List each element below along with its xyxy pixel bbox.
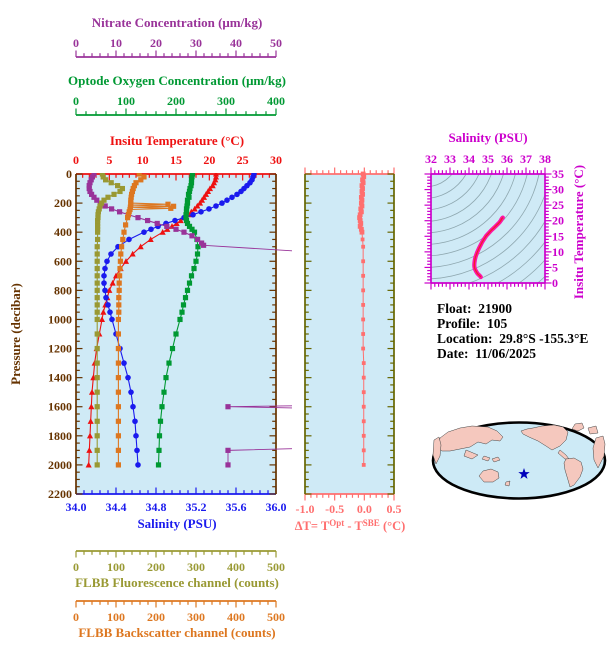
svg-text:35: 35 bbox=[552, 167, 564, 181]
ts-salinity-axis-title: Salinity (PSU) bbox=[448, 130, 528, 145]
svg-text:15: 15 bbox=[170, 153, 182, 167]
svg-text:30: 30 bbox=[552, 183, 564, 197]
backscatter-axis-title: FLBB Backscatter channel (counts) bbox=[78, 625, 276, 640]
svg-text:300: 300 bbox=[187, 610, 205, 624]
svg-text:0: 0 bbox=[73, 610, 79, 624]
svg-text:25: 25 bbox=[237, 153, 249, 167]
fluorescence-axis-title: FLBB Fluorescence channel (counts) bbox=[75, 575, 279, 590]
svg-text:10: 10 bbox=[137, 153, 149, 167]
svg-text:37: 37 bbox=[520, 152, 532, 166]
svg-text:800: 800 bbox=[54, 283, 72, 297]
svg-text:35.2: 35.2 bbox=[186, 500, 207, 514]
svg-text:1600: 1600 bbox=[48, 400, 72, 414]
svg-text:1000: 1000 bbox=[48, 312, 72, 326]
oxygen-axis-title: Optode Oxygen Concentration (μm/kg) bbox=[68, 73, 286, 88]
svg-text:2000: 2000 bbox=[48, 458, 72, 472]
svg-text:200: 200 bbox=[147, 560, 165, 574]
svg-text:0: 0 bbox=[73, 36, 79, 50]
delta-t-axis-title: ΔT= TOpt - TSBE (°C) bbox=[277, 518, 423, 534]
svg-text:40: 40 bbox=[230, 36, 242, 50]
svg-text:1800: 1800 bbox=[48, 429, 72, 443]
svg-text:300: 300 bbox=[187, 560, 205, 574]
svg-text:34.4: 34.4 bbox=[106, 500, 127, 514]
delta-t-title-part: ΔT= T bbox=[294, 519, 330, 533]
svg-text:20: 20 bbox=[150, 36, 162, 50]
svg-text:32: 32 bbox=[425, 152, 437, 166]
svg-text:0.5: 0.5 bbox=[387, 502, 402, 516]
svg-text:1200: 1200 bbox=[48, 342, 72, 356]
svg-text:600: 600 bbox=[54, 254, 72, 268]
world-map bbox=[431, 421, 607, 500]
salinity-axis-title: Salinity (PSU) bbox=[137, 516, 217, 531]
svg-text:34: 34 bbox=[463, 152, 475, 166]
svg-text:500: 500 bbox=[267, 560, 285, 574]
delta-t-title-sup-sbe: SBE bbox=[362, 518, 380, 528]
svg-text:34.8: 34.8 bbox=[146, 500, 167, 514]
svg-text:34.0: 34.0 bbox=[66, 500, 87, 514]
delta-t-title-sup-opt: Opt bbox=[329, 518, 345, 528]
svg-text:35: 35 bbox=[482, 152, 494, 166]
float-position-star bbox=[518, 468, 530, 479]
nitrate-axis-title: Nitrate Concentration (μm/kg) bbox=[91, 15, 263, 30]
svg-text:200: 200 bbox=[167, 94, 185, 108]
svg-text:50: 50 bbox=[270, 36, 282, 50]
svg-text:2200: 2200 bbox=[48, 487, 72, 501]
svg-text:0: 0 bbox=[73, 560, 79, 574]
svg-text:25: 25 bbox=[552, 198, 564, 212]
svg-text:5: 5 bbox=[106, 153, 112, 167]
svg-text:30: 30 bbox=[190, 36, 202, 50]
svg-text:35.6: 35.6 bbox=[226, 500, 247, 514]
svg-text:1400: 1400 bbox=[48, 371, 72, 385]
svg-text:10: 10 bbox=[110, 36, 122, 50]
svg-text:400: 400 bbox=[54, 225, 72, 239]
svg-text:20: 20 bbox=[203, 153, 215, 167]
svg-text:5: 5 bbox=[552, 260, 558, 274]
svg-text:33: 33 bbox=[444, 152, 456, 166]
svg-text:0.0: 0.0 bbox=[357, 502, 372, 516]
svg-text:100: 100 bbox=[107, 560, 125, 574]
svg-text:400: 400 bbox=[227, 560, 245, 574]
svg-text:30: 30 bbox=[270, 153, 282, 167]
svg-text:400: 400 bbox=[267, 94, 285, 108]
ts-temperature-axis-title: Insitu Temperature (°C) bbox=[571, 164, 586, 300]
svg-text:15: 15 bbox=[552, 229, 564, 243]
svg-text:0: 0 bbox=[73, 153, 79, 167]
svg-text:36: 36 bbox=[501, 152, 513, 166]
float-info: Float: 21900 Profile: 105 Location: 29.8… bbox=[437, 301, 588, 361]
svg-text:0: 0 bbox=[66, 167, 72, 181]
svg-text:500: 500 bbox=[267, 610, 285, 624]
pressure-axis-title: Pressure (decibar) bbox=[8, 283, 23, 385]
svg-text:400: 400 bbox=[227, 610, 245, 624]
profile-number: Profile: 105 bbox=[437, 316, 508, 331]
temperature-axis-title: Insitu Temperature (°C) bbox=[109, 133, 245, 148]
delta-t-title-part: (°C) bbox=[379, 519, 406, 533]
svg-text:200: 200 bbox=[147, 610, 165, 624]
svg-text:-0.5: -0.5 bbox=[325, 502, 344, 516]
svg-text:100: 100 bbox=[117, 94, 135, 108]
svg-text:20: 20 bbox=[552, 214, 564, 228]
svg-text:0: 0 bbox=[73, 94, 79, 108]
svg-text:38: 38 bbox=[539, 152, 551, 166]
svg-text:0: 0 bbox=[552, 276, 558, 290]
profile-date: Date: 11/06/2025 bbox=[437, 346, 536, 361]
svg-text:100: 100 bbox=[107, 610, 125, 624]
svg-text:36.0: 36.0 bbox=[266, 500, 287, 514]
svg-text:10: 10 bbox=[552, 245, 564, 259]
float-id: Float: 21900 bbox=[437, 301, 512, 316]
svg-text:200: 200 bbox=[54, 196, 72, 210]
delta-t-title-part: - T bbox=[344, 519, 363, 533]
svg-text:300: 300 bbox=[217, 94, 235, 108]
float-location: Location: 29.8°S -155.3°E bbox=[437, 331, 589, 346]
svg-text:-1.0: -1.0 bbox=[296, 502, 315, 516]
